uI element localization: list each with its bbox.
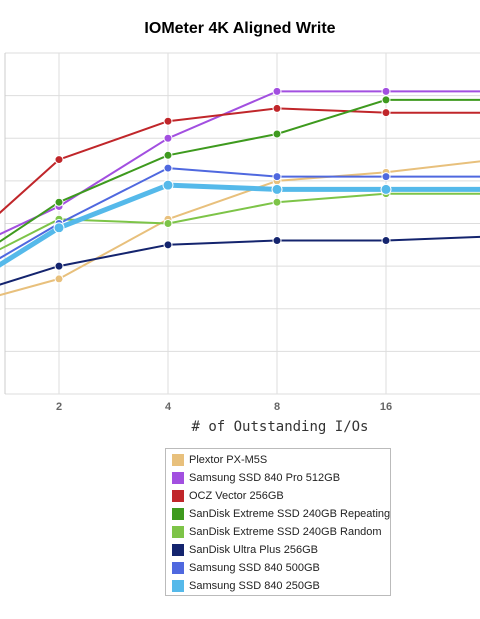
data-point: [380, 183, 392, 195]
data-point: [272, 172, 282, 182]
legend-label: SanDisk Extreme SSD 240GB Repeating: [189, 508, 391, 520]
series-line: [0, 98, 480, 243]
legend-item: Samsung SSD 840 250GB: [166, 577, 390, 595]
legend-label: Samsung SSD 840 Pro 512GB: [189, 472, 341, 484]
legend-swatch: [172, 508, 184, 520]
legend-swatch: [172, 472, 184, 484]
x-tick-label: 8: [274, 401, 280, 413]
data-point: [272, 129, 282, 139]
chart-title: IOMeter 4K Aligned Write: [144, 20, 336, 37]
data-point: [54, 261, 64, 271]
legend-swatch: [172, 490, 184, 502]
series-line: [0, 167, 480, 260]
legend-item: Samsung SSD 840 Pro 512GB: [166, 469, 390, 487]
legend-label: SanDisk Extreme SSD 240GB Random: [189, 526, 382, 538]
series-points: [53, 86, 392, 284]
x-tick-labels: 2 4 8 16: [56, 401, 392, 413]
legend-label: Plextor PX-M5S: [189, 454, 268, 466]
data-point: [272, 236, 282, 246]
series-line: [0, 182, 480, 268]
data-point: [272, 103, 282, 113]
series-line: [0, 192, 480, 251]
legend-swatch: [172, 580, 184, 592]
legend-swatch: [172, 562, 184, 574]
data-point: [163, 150, 173, 160]
legend-item: SanDisk Extreme SSD 240GB Random: [166, 523, 390, 541]
data-point: [272, 86, 282, 96]
series-line: [0, 107, 480, 214]
legend-label: SanDisk Ultra Plus 256GB: [189, 544, 318, 556]
legend-item: Plextor PX-M5S: [166, 451, 390, 469]
data-point: [54, 274, 64, 284]
series-line: [0, 160, 480, 297]
legend-item: SanDisk Ultra Plus 256GB: [166, 541, 390, 559]
data-point: [163, 219, 173, 228]
series-line: [0, 235, 480, 286]
data-point: [381, 236, 391, 246]
data-point: [162, 179, 174, 191]
data-point: [54, 155, 64, 165]
legend-item: SanDisk Extreme SSD 240GB Repeating: [166, 505, 390, 523]
data-point: [163, 133, 173, 143]
line-chart: 2 4 8 16: [0, 52, 480, 413]
data-point: [381, 86, 391, 96]
legend-swatch: [172, 544, 184, 556]
data-point: [271, 183, 283, 195]
legend: Plextor PX-M5S Samsung SSD 840 Pro 512GB O…: [165, 448, 391, 596]
x-tick-label: 2: [56, 401, 62, 413]
x-tick-label: 4: [165, 401, 172, 413]
data-point: [381, 108, 391, 118]
legend-swatch: [172, 526, 184, 538]
legend-label: Samsung SSD 840 500GB: [189, 562, 320, 574]
data-point: [163, 163, 173, 173]
legend-item: Samsung SSD 840 500GB: [166, 559, 390, 577]
data-point: [381, 172, 391, 182]
x-tick-label: 16: [380, 401, 392, 413]
x-axis-label: # of Outstanding I/Os: [191, 419, 369, 435]
legend-label: OCZ Vector 256GB: [189, 490, 284, 502]
data-point: [53, 222, 65, 234]
data-point: [163, 116, 173, 126]
data-point: [381, 95, 391, 105]
legend-label: Samsung SSD 840 250GB: [189, 580, 320, 592]
series-lines: [0, 90, 480, 297]
legend-item: OCZ Vector 256GB: [166, 487, 390, 505]
data-point: [163, 240, 173, 250]
data-point: [272, 197, 282, 207]
legend-swatch: [172, 454, 184, 466]
data-point: [54, 197, 64, 207]
